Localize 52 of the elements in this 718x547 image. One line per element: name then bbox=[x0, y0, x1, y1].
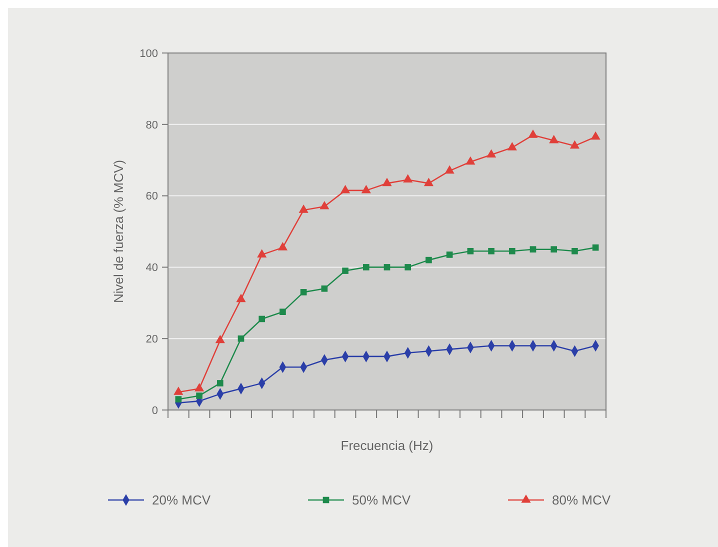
point bbox=[361, 184, 371, 194]
point bbox=[382, 178, 392, 186]
point bbox=[530, 246, 536, 253]
point bbox=[572, 248, 578, 254]
point bbox=[321, 285, 328, 292]
point bbox=[549, 134, 559, 144]
point bbox=[404, 264, 412, 270]
point bbox=[550, 246, 558, 253]
y-tick-label: 80 bbox=[146, 119, 158, 132]
x-axis-title: Frecuencia (Hz) bbox=[340, 438, 434, 453]
point bbox=[424, 178, 434, 186]
point bbox=[426, 256, 432, 264]
point bbox=[300, 289, 307, 296]
y-tick-label: 60 bbox=[146, 190, 158, 203]
point bbox=[403, 174, 413, 183]
y-axis-title: Nivel de fuerza (% MCV) bbox=[111, 160, 126, 304]
point bbox=[528, 130, 538, 138]
point bbox=[342, 268, 348, 274]
point bbox=[446, 252, 453, 258]
legend-label: 20% MCV bbox=[152, 492, 211, 508]
point bbox=[320, 200, 330, 210]
legend-label: 50% MCV bbox=[352, 492, 411, 508]
point bbox=[278, 242, 288, 250]
point bbox=[362, 264, 370, 270]
y-tick-label: 0 bbox=[152, 404, 158, 417]
y-tick-label: 40 bbox=[146, 262, 158, 274]
point bbox=[258, 316, 266, 322]
point bbox=[216, 380, 224, 386]
point bbox=[592, 244, 599, 251]
y-tick-label: 20 bbox=[146, 333, 158, 346]
point bbox=[194, 383, 204, 392]
point bbox=[507, 142, 517, 150]
point bbox=[488, 248, 494, 254]
point bbox=[257, 249, 267, 258]
point bbox=[444, 165, 454, 174]
point bbox=[508, 248, 516, 254]
point bbox=[340, 184, 350, 194]
point bbox=[466, 156, 476, 165]
point bbox=[175, 396, 182, 402]
point bbox=[215, 334, 225, 344]
point bbox=[238, 335, 244, 342]
point bbox=[196, 392, 202, 399]
legend-label: 80% MCV bbox=[552, 492, 611, 508]
point bbox=[590, 131, 600, 140]
point bbox=[298, 204, 308, 213]
point bbox=[467, 248, 474, 254]
point bbox=[280, 308, 286, 315]
point bbox=[384, 264, 390, 270]
point bbox=[486, 149, 496, 158]
y-tick-label: 100 bbox=[140, 48, 158, 60]
point bbox=[236, 294, 246, 302]
point bbox=[570, 140, 580, 149]
